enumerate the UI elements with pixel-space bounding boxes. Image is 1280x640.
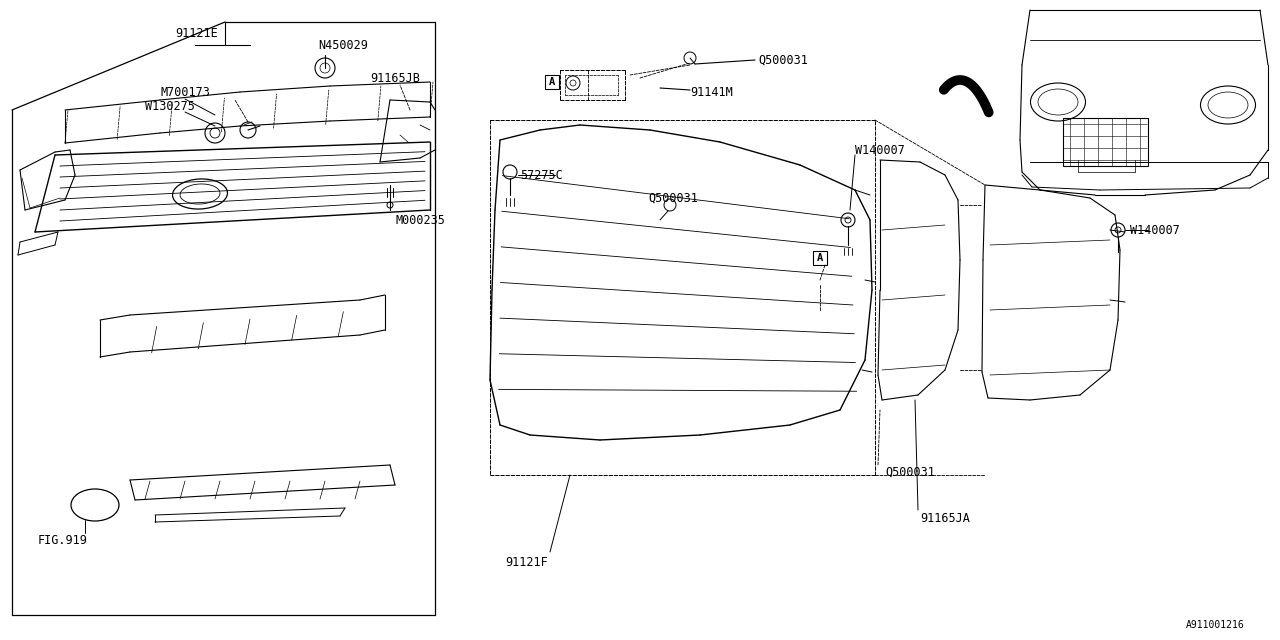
Bar: [813, 251, 827, 265]
Text: M700173: M700173: [160, 86, 210, 99]
Text: Q500031: Q500031: [884, 465, 934, 479]
Text: A: A: [817, 253, 823, 263]
Text: FIG.919: FIG.919: [38, 534, 88, 547]
Text: 57275C: 57275C: [520, 168, 563, 182]
Text: 91165JB: 91165JB: [370, 72, 420, 84]
Bar: [1062, 118, 1148, 166]
Text: 91165JA: 91165JA: [920, 511, 970, 525]
Text: A: A: [549, 77, 556, 87]
Text: A911001216: A911001216: [1187, 620, 1245, 630]
Text: 91121F: 91121F: [506, 556, 548, 568]
Bar: [545, 75, 559, 89]
Text: M000235: M000235: [396, 214, 445, 227]
Text: 91121E: 91121E: [175, 26, 218, 40]
Text: W140007: W140007: [1130, 223, 1180, 237]
Text: Q500031: Q500031: [648, 191, 698, 205]
Text: W140007: W140007: [855, 143, 905, 157]
Text: W130275: W130275: [145, 99, 195, 113]
Text: N450029: N450029: [317, 38, 367, 51]
Text: 91141M: 91141M: [690, 86, 732, 99]
Text: Q500031: Q500031: [758, 54, 808, 67]
